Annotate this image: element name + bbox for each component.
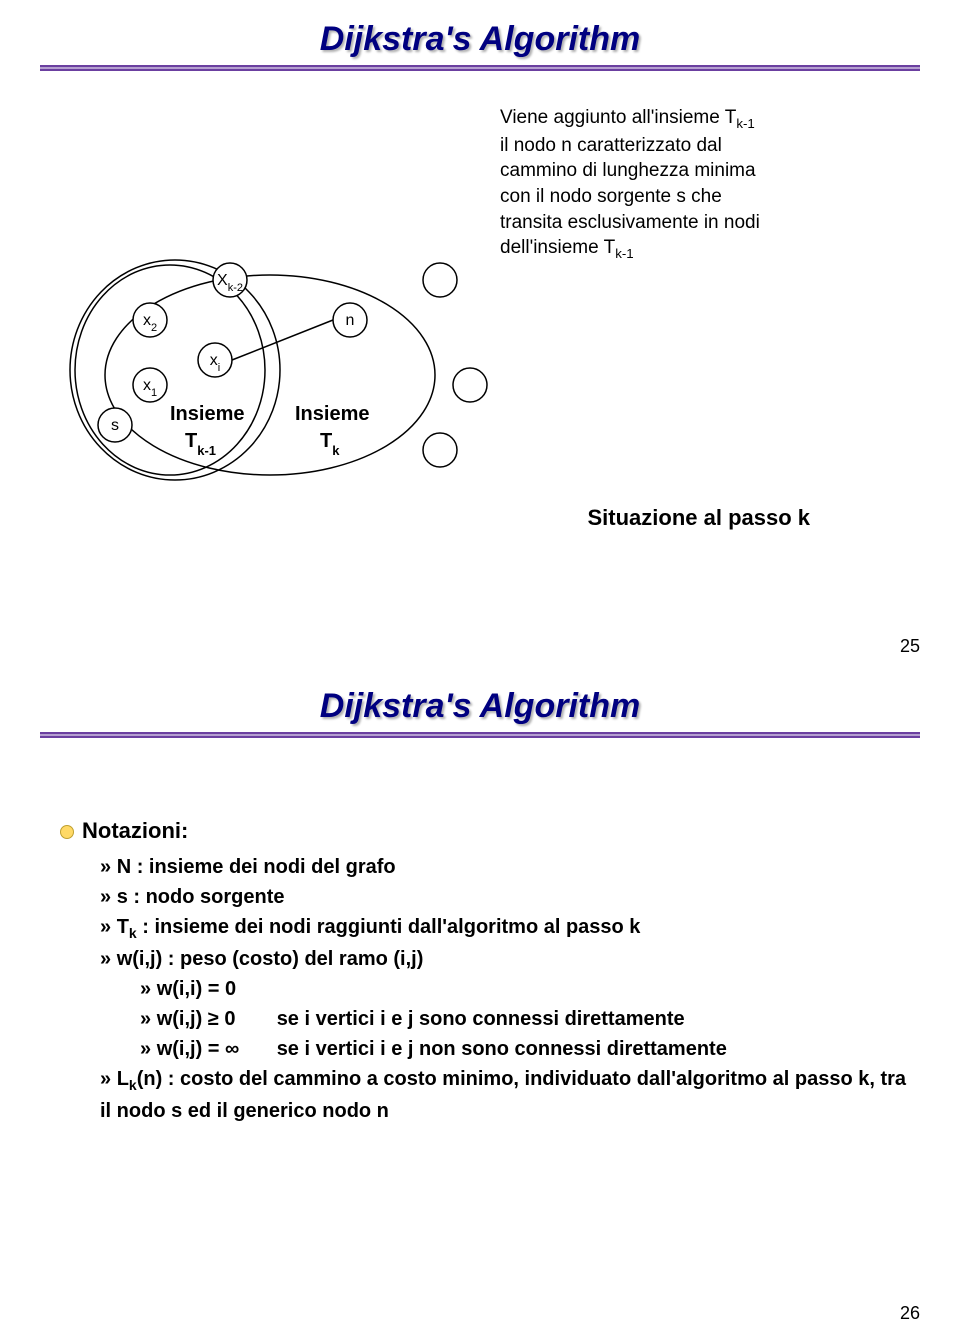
- slide2-title: Dijkstra's Algorithm: [40, 687, 920, 726]
- situazione-label: Situazione al passo k: [587, 505, 810, 531]
- page-number-2: 26: [900, 1303, 920, 1324]
- svg-text:Tk-1: Tk-1: [185, 430, 216, 458]
- svg-text:Insieme: Insieme: [295, 403, 369, 425]
- list-item: Tk : insieme dei nodi raggiunti dall'alg…: [100, 912, 920, 944]
- svg-text:Tk: Tk: [320, 430, 340, 458]
- svg-text:s: s: [111, 417, 119, 434]
- para-line-3: con il nodo sorgente s che: [500, 186, 722, 207]
- para-sub-2: k-1: [615, 246, 633, 261]
- slide1-content: Viene aggiunto all'insieme Tk-1 il nodo …: [40, 85, 920, 605]
- horizontal-rule: [40, 65, 920, 71]
- sub-list-item: w(i,i) = 0: [140, 974, 920, 1004]
- list-item: N : insieme dei nodi del grafo: [100, 852, 920, 882]
- horizontal-rule-2: [40, 732, 920, 738]
- notazioni-list: N : insieme dei nodi del grafos : nodo s…: [100, 852, 920, 1126]
- para-sub-1: k-1: [736, 116, 754, 131]
- list-item: s : nodo sorgente: [100, 882, 920, 912]
- venn-diagram: x2Xk-2x1xisnInsiemeTk-1InsiemeTk: [40, 225, 540, 525]
- svg-text:Insieme: Insieme: [170, 403, 244, 425]
- list-item: w(i,j) : peso (costo) del ramo (i,j): [100, 944, 920, 974]
- para-line-2: cammino di lunghezza minima: [500, 160, 756, 181]
- notazioni-text: Notazioni:: [82, 818, 188, 843]
- page-number-1: 25: [900, 636, 920, 657]
- svg-text:n: n: [346, 312, 355, 329]
- bullet-icon: [60, 825, 74, 839]
- slide-2: Dijkstra's Algorithm Notazioni: N : insi…: [0, 667, 960, 1334]
- sub-list-item: w(i,j) ≥ 0se i vertici i e j sono connes…: [140, 1004, 920, 1034]
- para-line-0: Viene aggiunto all'insieme T: [500, 107, 736, 128]
- slide1-title: Dijkstra's Algorithm: [40, 20, 920, 59]
- slide1-paragraph: Viene aggiunto all'insieme Tk-1 il nodo …: [500, 105, 880, 263]
- slide-1: Dijkstra's Algorithm Viene aggiunto all'…: [0, 0, 960, 667]
- sub-list-item: w(i,j) = ∞se i vertici i e j non sono co…: [140, 1034, 920, 1064]
- list-item-last: Lk(n) : costo del cammino a costo minimo…: [100, 1064, 920, 1126]
- sub-list: w(i,i) = 0w(i,j) ≥ 0se i vertici i e j s…: [140, 974, 920, 1064]
- notazioni-heading: Notazioni:: [60, 818, 920, 844]
- para-line-1: il nodo n caratterizzato dal: [500, 135, 722, 156]
